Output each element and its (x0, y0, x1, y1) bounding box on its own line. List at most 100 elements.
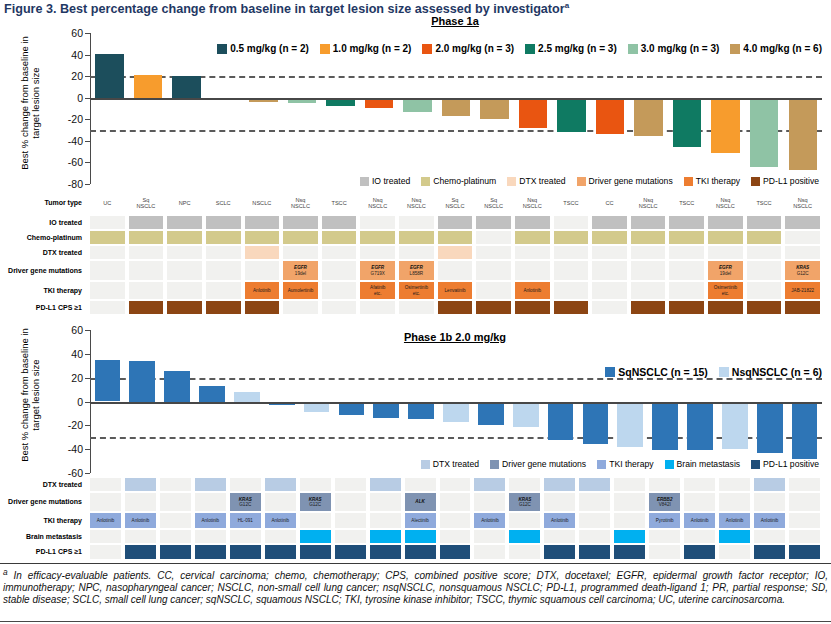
legend-label: DTX treated (433, 459, 479, 469)
cell-text-line: Anlotinib (761, 518, 779, 524)
legend-item: SqNSCLC (n = 15) (605, 366, 708, 378)
tumor-type-cell: NPC (167, 192, 202, 214)
annotation-cell: Aumolertinib (283, 282, 318, 299)
y-axis-tick (85, 330, 90, 331)
waterfall-bar (164, 371, 190, 402)
annotation-cell (300, 513, 331, 528)
annotation-cell (90, 261, 125, 280)
annotation-cell (335, 545, 366, 559)
annotation-cell (300, 545, 331, 559)
annotation-cell (335, 478, 366, 491)
tumor-type-cell: TSCC (747, 192, 782, 214)
table-row: Brain metastasis (0, 530, 822, 543)
tumor-type-line: TSCC (331, 200, 346, 206)
cell-text-line: G12C (239, 502, 251, 508)
tumor-type-line: NSCLC (446, 203, 465, 209)
annotation-cell (160, 513, 191, 528)
table-row: Chemo-platinum (0, 231, 822, 244)
cell-text-line: L858R (410, 271, 424, 277)
series-color-swatch (605, 367, 615, 377)
legend-label: PD-L1 positive (763, 459, 819, 469)
y-axis-tick-label: -40 (53, 443, 83, 455)
legend-item: NsqNSCLC (n = 6) (719, 366, 822, 378)
annotation-cell (708, 216, 743, 229)
annotation-cell (789, 478, 820, 491)
tumor-type-cell: NsqNSCLC (708, 192, 743, 214)
annotation-cell (747, 231, 782, 244)
annotation-cell: Anlotinib (195, 513, 226, 528)
annotation-cell (649, 530, 680, 543)
annotation-cell (684, 545, 715, 559)
annotation-cell (719, 493, 750, 511)
cell-text-line: Aumolertinib (288, 288, 314, 294)
y-axis-tick-label: -60 (53, 156, 83, 168)
annotation-cell: KRASG12C (785, 261, 820, 280)
annotation-cell (579, 493, 610, 511)
annotation-cell (440, 493, 471, 511)
waterfall-bar (596, 98, 625, 135)
annotation-cell (265, 545, 296, 559)
cell-text-line: Anlotinib (132, 518, 150, 524)
cell-text-line: ALK (415, 499, 424, 505)
cell-text-line: G12C (519, 502, 531, 508)
annotation-cell: Anlotinib (125, 513, 156, 528)
annotation-cell (129, 231, 164, 244)
annotation-cell (399, 301, 434, 314)
cell-text-line: etc. (374, 291, 381, 297)
table-row: Driver gene mutationsKRASG12CKRASG12CALK… (0, 493, 822, 511)
y-axis-tick (85, 162, 90, 163)
annotation-color-swatch (490, 460, 499, 469)
annotation-cell (509, 478, 540, 491)
dose-color-swatch (525, 44, 535, 54)
annotation-cell (476, 246, 511, 259)
annotation-cell (579, 513, 610, 528)
tumor-type-cell: SqNSCLC (129, 192, 164, 214)
annotation-cell (789, 530, 820, 543)
series-color-swatch (719, 367, 729, 377)
cell-text-line: Anlotinib (97, 518, 115, 524)
legend-label: 1.0 mg/kg (n = 2) (333, 43, 412, 54)
legend-item: Brain metastasis (665, 459, 741, 469)
annotation-cell (360, 246, 395, 259)
annotation-cell (322, 246, 357, 259)
y-axis-tick (85, 33, 90, 34)
waterfall-bar (134, 75, 163, 98)
annotation-cell (708, 246, 743, 259)
waterfall-bar (789, 98, 818, 170)
annotation-cell (405, 545, 436, 559)
annotation-cell (206, 261, 241, 280)
annotation-cell (614, 545, 645, 559)
annotation-cell (438, 301, 473, 314)
annotation-cell (515, 301, 550, 314)
row-label: DTX treated (0, 249, 88, 256)
annotation-cell (370, 513, 401, 528)
tumor-type-line: TSCC (679, 200, 694, 206)
waterfall-bar (234, 392, 260, 402)
row-label: IO treated (0, 219, 88, 226)
annotation-cell (754, 478, 785, 491)
annotation-cell (90, 530, 121, 543)
tumor-type-line: UC (103, 200, 111, 206)
annotation-cell (300, 530, 331, 543)
legend-item: DTX treated (421, 459, 479, 469)
annotation-cell (747, 216, 782, 229)
waterfall-bar (519, 98, 548, 128)
phase1a-dose-legend: 0.5 mg/kg (n = 2)1.0 mg/kg (n = 2)2.0 mg… (206, 43, 822, 54)
y-axis-tick-label: -80 (53, 178, 83, 190)
y-axis-tick-label: 40 (53, 348, 83, 360)
annotation-cell (474, 478, 505, 491)
annotation-cell: Anlotinib (544, 513, 575, 528)
y-axis-tick-label: 0 (53, 396, 83, 408)
annotation-cell (754, 545, 785, 559)
tumor-type-cell: SCLC (206, 192, 241, 214)
annotation-color-swatch (421, 177, 430, 186)
annotation-cell (669, 231, 704, 244)
waterfall-bar (480, 98, 509, 120)
annotation-cell (360, 216, 395, 229)
annotation-cell (129, 261, 164, 280)
annotation-cell (544, 545, 575, 559)
title-footnote-marker: a (565, 1, 569, 10)
annotation-cell (515, 246, 550, 259)
annotation-cell (592, 282, 627, 299)
figure-title: Figure 3. Best percentage change from ba… (4, 1, 569, 16)
